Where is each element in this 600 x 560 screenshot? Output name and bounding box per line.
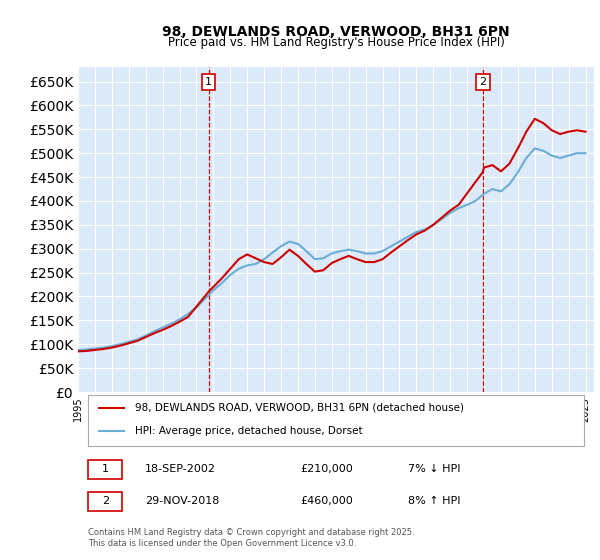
FancyBboxPatch shape xyxy=(88,395,584,446)
FancyBboxPatch shape xyxy=(88,460,122,479)
Text: £210,000: £210,000 xyxy=(300,464,353,474)
Text: 1: 1 xyxy=(205,77,212,87)
Text: 18-SEP-2002: 18-SEP-2002 xyxy=(145,464,216,474)
Text: 2: 2 xyxy=(102,497,109,506)
Text: Contains HM Land Registry data © Crown copyright and database right 2025.
This d: Contains HM Land Registry data © Crown c… xyxy=(88,529,415,548)
FancyBboxPatch shape xyxy=(88,492,122,511)
Text: HPI: Average price, detached house, Dorset: HPI: Average price, detached house, Dors… xyxy=(135,426,362,436)
Text: 29-NOV-2018: 29-NOV-2018 xyxy=(145,497,220,506)
Text: 98, DEWLANDS ROAD, VERWOOD, BH31 6PN (detached house): 98, DEWLANDS ROAD, VERWOOD, BH31 6PN (de… xyxy=(135,403,464,413)
Text: 98, DEWLANDS ROAD, VERWOOD, BH31 6PN: 98, DEWLANDS ROAD, VERWOOD, BH31 6PN xyxy=(162,25,510,39)
Text: 8% ↑ HPI: 8% ↑ HPI xyxy=(408,497,461,506)
Text: 7% ↓ HPI: 7% ↓ HPI xyxy=(408,464,461,474)
Text: Price paid vs. HM Land Registry's House Price Index (HPI): Price paid vs. HM Land Registry's House … xyxy=(167,36,505,49)
Text: 1: 1 xyxy=(102,464,109,474)
Text: 2: 2 xyxy=(479,77,486,87)
Text: £460,000: £460,000 xyxy=(300,497,353,506)
